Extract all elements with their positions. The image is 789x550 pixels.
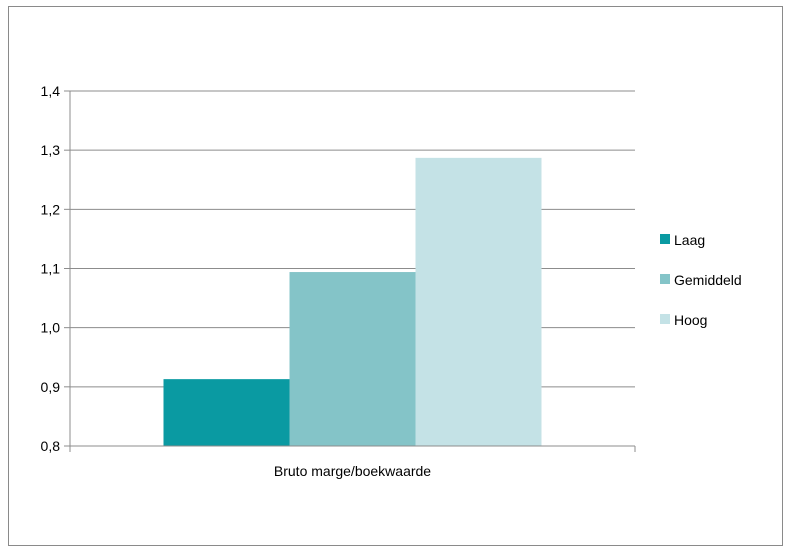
y-tick-label: 0,9 [41, 379, 61, 395]
legend: Laag Gemiddeld Hoog [660, 232, 742, 328]
x-tick-label: Bruto marge/boekwaarde [274, 463, 431, 479]
y-tick-labels: 0,8 0,9 1,0 1,1 1,2 1,3 1,4 [41, 83, 61, 454]
legend-label-gemiddeld: Gemiddeld [674, 272, 742, 288]
legend-swatch-hoog [660, 314, 670, 324]
x-tick-labels: Bruto marge/boekwaarde [274, 463, 431, 479]
axes [64, 90, 636, 452]
y-tick-label: 1,1 [41, 261, 61, 277]
y-tick-label: 1,3 [41, 142, 61, 158]
legend-label-hoog: Hoog [674, 312, 707, 328]
y-tick-label: 1,0 [41, 320, 61, 336]
y-tick-label: 0,8 [41, 438, 61, 454]
bar-laag [163, 379, 290, 446]
y-tick-label: 1,2 [41, 201, 61, 217]
legend-swatch-gemiddeld [660, 274, 670, 284]
bars [163, 157, 542, 446]
legend-swatch-laag [660, 234, 670, 244]
y-tick-label: 1,4 [41, 83, 61, 99]
legend-label-laag: Laag [674, 232, 705, 248]
bar-hoog [415, 157, 542, 446]
bar-gemiddeld [289, 272, 416, 446]
